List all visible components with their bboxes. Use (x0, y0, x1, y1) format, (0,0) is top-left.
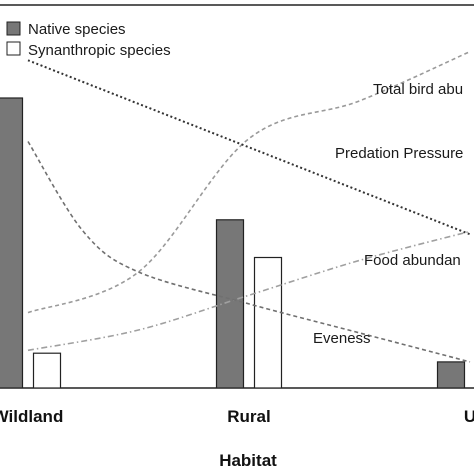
legend-label-synanthropic: Synanthropic species (28, 42, 171, 59)
bar-series-group (0, 97, 466, 388)
bar-native-wildland (0, 97, 24, 388)
trend-label-total-bird-abundance: Total bird abu (373, 81, 463, 98)
trend-label-eveness: Eveness (313, 330, 371, 347)
x-axis-label: Habitat (219, 451, 277, 470)
trend-line-eveness (27, 141, 471, 363)
category-label-rural: Rural (227, 407, 270, 426)
bar-synanthropic-rural (253, 256, 283, 388)
category-label-wildland: Wildland (0, 407, 63, 426)
legend-label-native: Native species (28, 21, 126, 38)
trend-label-predation-pressure: Predation Pressure (335, 145, 463, 162)
bar-synanthropic-wildland (32, 352, 62, 388)
trend-line-predation-pressure (27, 59, 471, 236)
trend-line-total-bird-abundance (27, 50, 471, 314)
trend-lines-group (27, 50, 471, 363)
bar-native-urban (436, 361, 466, 388)
legend-swatch-native (6, 21, 21, 36)
trend-line-food-abundance (27, 230, 471, 352)
category-label-urban: U (464, 407, 474, 426)
trend-label-food-abundance: Food abundan (364, 252, 461, 269)
legend-swatch-synanthropic (6, 41, 21, 56)
legend: Native species Synanthropic species (6, 21, 171, 59)
